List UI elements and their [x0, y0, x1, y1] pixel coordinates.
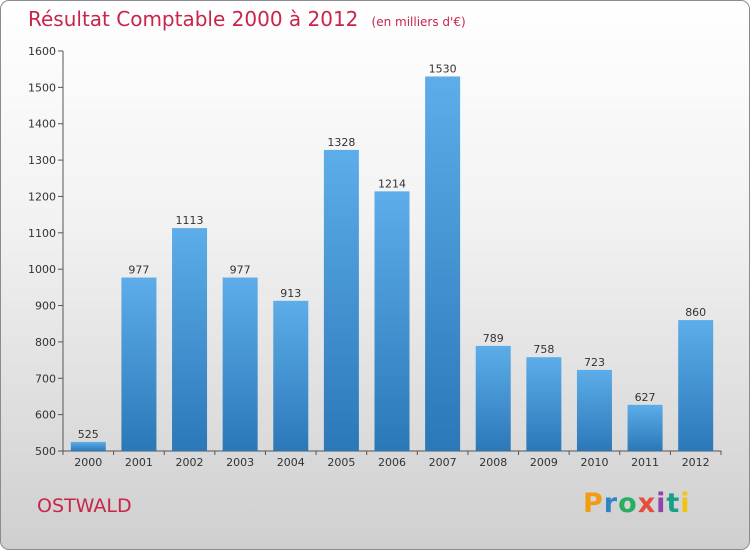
data-label-2003: 977: [230, 264, 251, 277]
data-label-2001: 977: [128, 264, 149, 277]
y-tick-label: 1100: [28, 227, 56, 240]
logo-letter: i: [656, 488, 667, 519]
data-label-2002: 1113: [176, 214, 204, 227]
bar-2007: [425, 76, 461, 452]
bar-2003: [222, 277, 258, 451]
bar-2006: [374, 191, 410, 451]
x-tick-label: 2004: [277, 456, 305, 469]
y-tick-label: 500: [35, 445, 56, 458]
x-tick-label: 2005: [327, 456, 355, 469]
bar-2011: [627, 404, 663, 451]
bar-2010: [576, 369, 612, 451]
bar-2012: [678, 320, 714, 451]
logo-letter: P: [583, 488, 604, 519]
y-tick-label: 700: [35, 372, 56, 385]
y-tick-label: 900: [35, 300, 56, 313]
bar-2001: [121, 277, 157, 451]
data-label-2008: 789: [483, 332, 504, 345]
chart-title: Résultat Comptable 2000 à 2012: [28, 7, 359, 31]
y-tick-label: 1500: [28, 81, 56, 94]
x-tick-label: 2009: [530, 456, 558, 469]
y-tick-label: 1600: [28, 45, 56, 58]
y-axis: 500 600 700 800 900 1000 1100 1200 1300 1400 1500 1…: [28, 45, 64, 458]
logo-letter: t: [666, 488, 681, 519]
city-name: OSTWALD: [37, 495, 132, 517]
title-row: Résultat Comptable 2000 à 2012 (en milli…: [28, 7, 466, 31]
logo-letter: i: [680, 488, 691, 519]
bar-2005: [323, 149, 359, 451]
logo-letter: x: [637, 488, 657, 519]
x-tick-label: 2002: [176, 456, 204, 469]
bar-2000: [70, 441, 106, 451]
y-tick-label: 1300: [28, 154, 56, 167]
data-label-2009: 758: [533, 343, 554, 356]
bar-2009: [526, 357, 562, 451]
y-tick-label: 600: [35, 409, 56, 422]
proxiti-logo: Proxiti: [583, 488, 691, 519]
x-tick-label: 2001: [125, 456, 153, 469]
x-axis: 2000 2001 2002 2003 2004 2005 2006 2007 2008 2009…: [62, 450, 722, 469]
data-label-2007: 1530: [429, 62, 457, 75]
bar-2002: [172, 228, 208, 451]
x-tick-label: 2003: [226, 456, 254, 469]
unit-label: (en milliers d'€): [371, 15, 466, 29]
logo-letter: r: [603, 488, 619, 519]
logo-letter: o: [618, 488, 638, 519]
y-tick-label: 800: [35, 336, 56, 349]
x-tick-label: 2010: [580, 456, 608, 469]
data-label-2011: 627: [635, 391, 656, 404]
data-label-2010: 723: [584, 356, 605, 369]
x-tick-label: 2000: [74, 456, 102, 469]
bar-2004: [273, 300, 309, 451]
y-tick-label: 1400: [28, 118, 56, 131]
x-tick-label: 2012: [682, 456, 710, 469]
bar-2008: [475, 345, 511, 451]
data-label-2000: 525: [78, 428, 99, 441]
data-label-2012: 860: [685, 306, 706, 319]
bar-series: 525 977 1113 977 913 1328 1214 1530 789 758 723 627…: [70, 62, 714, 452]
x-tick-label: 2008: [479, 456, 507, 469]
y-tick-label: 1000: [28, 263, 56, 276]
data-label-2005: 1328: [327, 136, 355, 149]
y-tick-label: 1200: [28, 190, 56, 203]
x-tick-label: 2007: [429, 456, 457, 469]
x-tick-label: 2006: [378, 456, 406, 469]
x-tick-label: 2011: [631, 456, 659, 469]
data-label-2004: 913: [280, 287, 301, 300]
data-label-2006: 1214: [378, 177, 406, 190]
